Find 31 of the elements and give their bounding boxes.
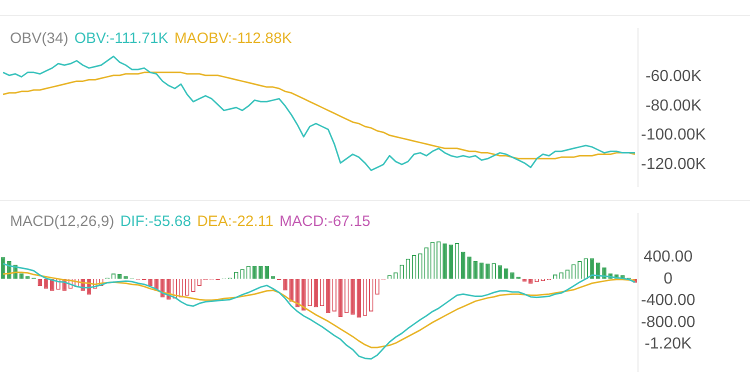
bar bbox=[461, 252, 466, 279]
y-tick-label: -120.00K bbox=[641, 156, 706, 173]
y-tick-label: -800.00 bbox=[641, 314, 696, 331]
bar bbox=[264, 266, 270, 279]
series-label: OBV:-111.71K bbox=[74, 30, 168, 47]
text: DEA:-22.11 bbox=[197, 213, 274, 230]
bar bbox=[258, 266, 263, 279]
bar bbox=[356, 278, 362, 318]
bar bbox=[467, 256, 472, 279]
series-label: MAOBV:-112.88K bbox=[174, 30, 292, 47]
bar bbox=[283, 278, 288, 290]
bar bbox=[289, 278, 294, 302]
bar bbox=[448, 244, 454, 279]
text: DIF:-55.68 bbox=[120, 213, 192, 230]
y-tick-label: 0 bbox=[664, 270, 673, 288]
y-tick-label: 400.00 bbox=[644, 248, 693, 266]
text: MACD:-67.15 bbox=[280, 213, 370, 230]
y-tick-label: -400.00 bbox=[641, 292, 696, 310]
bar bbox=[302, 278, 306, 310]
y-tick-label: -100.00K bbox=[641, 126, 706, 144]
bar bbox=[504, 268, 508, 279]
bar bbox=[350, 278, 355, 315]
y-tick-label: -1.20K bbox=[644, 336, 692, 353]
chart-title: OBV(34) bbox=[10, 30, 68, 47]
bar bbox=[326, 278, 330, 314]
y-tick-label: -80.00K bbox=[645, 97, 702, 114]
bar bbox=[486, 264, 490, 279]
bar bbox=[442, 244, 447, 279]
bar bbox=[596, 262, 600, 279]
y-tick-label: -60.00K bbox=[645, 68, 702, 86]
chart-title: MACD(12,26,9) bbox=[10, 213, 114, 230]
